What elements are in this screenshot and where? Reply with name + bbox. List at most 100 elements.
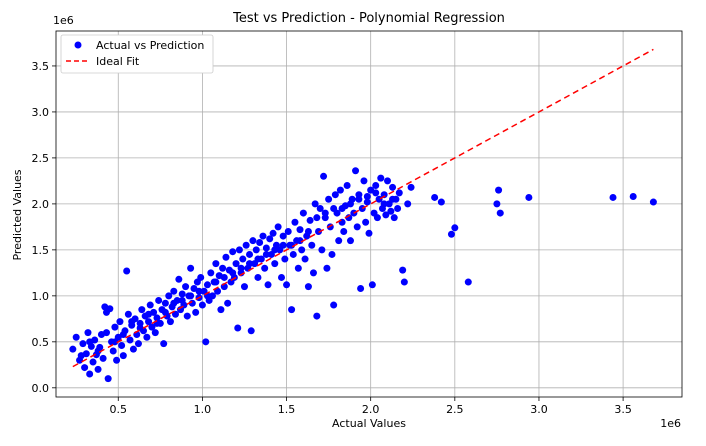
y-tick-label: 0.0 (32, 382, 50, 395)
data-point (311, 200, 319, 208)
data-point (304, 283, 312, 291)
y-tick-label: 2.0 (32, 198, 50, 211)
data-point (338, 204, 346, 212)
data-point (116, 318, 124, 326)
data-point (187, 292, 195, 300)
data-point (431, 193, 439, 201)
data-point (330, 301, 338, 309)
data-point (182, 283, 190, 291)
data-point (382, 211, 390, 219)
data-point (493, 200, 501, 208)
data-point (79, 340, 87, 348)
data-point (249, 237, 257, 245)
data-point (321, 209, 329, 217)
data-point (306, 216, 314, 224)
data-point (284, 227, 292, 235)
data-point (111, 323, 119, 331)
data-point (217, 306, 225, 314)
data-point (242, 241, 250, 249)
data-point (77, 352, 85, 360)
y-tick-label: 0.5 (32, 336, 50, 349)
data-point (166, 318, 174, 326)
data-point (372, 189, 380, 197)
data-point (357, 284, 365, 292)
data-point (266, 235, 274, 243)
data-point (384, 177, 392, 185)
data-point (316, 204, 324, 212)
legend-marker-actual (74, 41, 82, 49)
data-point (234, 324, 242, 332)
data-point (209, 292, 216, 300)
data-point (178, 290, 186, 298)
data-point (281, 255, 289, 263)
data-point (296, 237, 304, 245)
data-point (113, 356, 121, 364)
data-point (264, 281, 272, 289)
data-point (343, 181, 351, 189)
axis-ticks: 0.5 1.0 1.5 2.0 2.5 3.0 3.5 0.0 0.5 1.0 1.5 2.0 2.5 3… (32, 60, 632, 416)
data-point (380, 200, 388, 208)
x-axis-multiplier: 1e6 (660, 417, 681, 430)
data-point (399, 266, 407, 274)
data-point (277, 273, 285, 281)
data-point (279, 241, 287, 249)
data-point (175, 275, 183, 283)
y-tick-label: 2.5 (32, 152, 50, 165)
data-point (336, 186, 344, 194)
data-point (207, 269, 215, 277)
chart-title: Test vs Prediction - Polynomial Regressi… (232, 11, 505, 26)
data-point (289, 250, 297, 258)
data-point (161, 299, 169, 307)
data-point (220, 273, 228, 281)
data-point (269, 229, 277, 237)
grid (56, 31, 682, 397)
x-tick-label: 1.0 (194, 403, 212, 416)
x-tick-label: 3.5 (614, 403, 632, 416)
data-point (394, 204, 402, 212)
data-point (111, 338, 119, 346)
data-point (309, 269, 317, 277)
data-point (155, 296, 163, 304)
data-point (252, 246, 260, 254)
y-tick-label: 1.5 (32, 244, 50, 257)
data-point (203, 281, 211, 289)
data-point (340, 227, 348, 235)
data-point (240, 283, 248, 291)
x-tick-label: 3.0 (530, 403, 548, 416)
data-point (86, 338, 94, 346)
x-tick-label: 0.5 (110, 403, 128, 416)
data-point (188, 299, 196, 307)
data-point (363, 193, 371, 201)
x-axis-label: Actual Values (332, 417, 406, 430)
data-point (94, 365, 102, 373)
data-point (212, 278, 220, 286)
data-point (400, 278, 408, 286)
data-point (237, 264, 245, 272)
data-point (81, 364, 89, 372)
data-point (151, 329, 159, 337)
data-point (279, 232, 287, 240)
data-point (495, 186, 503, 194)
data-point (86, 370, 94, 378)
data-point (288, 306, 296, 314)
data-point (629, 193, 637, 201)
data-point (315, 227, 323, 235)
data-point (94, 347, 102, 355)
data-point (362, 218, 370, 226)
data-point (325, 195, 333, 203)
data-point (145, 310, 153, 318)
data-point (146, 301, 154, 309)
data-point (197, 273, 205, 281)
data-point (387, 207, 395, 215)
data-point (84, 329, 92, 337)
data-point (72, 333, 80, 341)
data-point (192, 308, 200, 316)
data-point (153, 314, 161, 322)
data-point (224, 299, 232, 307)
data-point (89, 358, 97, 366)
data-point (649, 198, 657, 206)
data-point (390, 214, 398, 222)
data-point (246, 250, 254, 258)
data-point (262, 250, 270, 258)
